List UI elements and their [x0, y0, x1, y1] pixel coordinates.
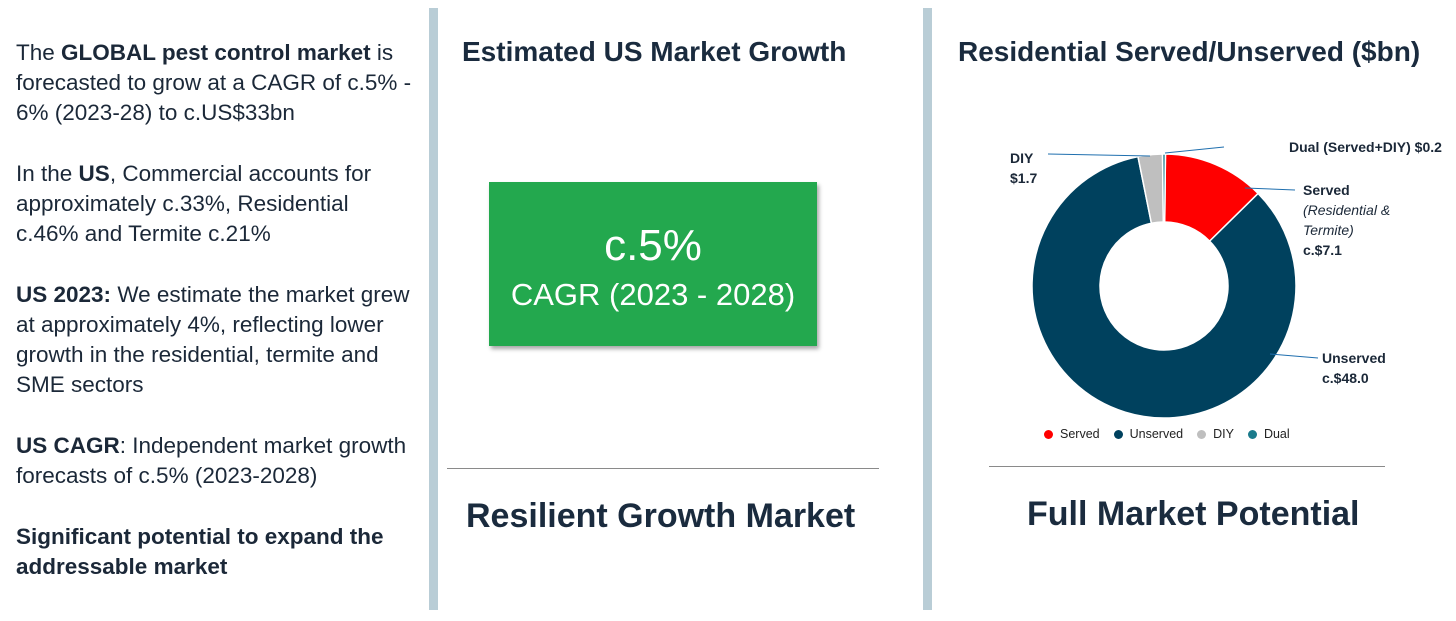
leader-line-served	[1244, 187, 1296, 191]
cagr-label: CAGR (2023 - 2028)	[510, 277, 796, 312]
donut-chart	[1031, 146, 1319, 419]
bold-potential: Significant potential to expand the addr…	[16, 524, 384, 579]
bold-us-2023: US 2023:	[16, 282, 112, 307]
paragraph-potential: Significant potential to expand the addr…	[16, 522, 416, 582]
chart-title: Residential Served/Unserved ($bn)	[958, 36, 1421, 67]
legend-label: Dual	[1263, 427, 1290, 441]
callout-unserved: Unserved c.$48.0	[1322, 350, 1386, 386]
legend-label: DIY	[1213, 427, 1234, 441]
legend-item-dual: Dual	[1247, 427, 1290, 441]
paragraph-global: The GLOBAL pest control market is foreca…	[16, 40, 412, 125]
legend-swatch	[1197, 429, 1207, 439]
chart-footer: Full Market Potential	[1027, 495, 1360, 533]
paragraph-us-2023: US 2023: We estimate the market grew at …	[16, 282, 410, 397]
legend-item-served: Served	[1044, 427, 1100, 441]
legend-swatch	[1247, 429, 1257, 439]
summary-text: The GLOBAL pest control market is foreca…	[16, 38, 416, 613]
callout-diy: DIY $1.7	[1010, 150, 1038, 186]
column-divider	[429, 8, 438, 610]
legend-label: Served	[1060, 427, 1100, 441]
paragraph-us-cagr: US CAGR: Independent market growth forec…	[16, 433, 407, 488]
leader-line-diy	[1047, 153, 1151, 157]
legend-swatch	[1113, 429, 1123, 439]
cagr-value: c.5%	[604, 221, 702, 270]
donut-slice-dual	[1161, 153, 1167, 223]
divider-rule	[447, 468, 879, 469]
bold-us-cagr: US CAGR	[16, 433, 120, 458]
leader-line-dual	[1164, 146, 1225, 154]
growth-heading: Estimated US Market Growth	[462, 36, 847, 67]
legend-item-unserved: Unserved	[1113, 427, 1184, 441]
cagr-box: c.5% CAGR (2023 - 2028)	[489, 182, 817, 346]
callout-dual: Dual (Served+DIY) $0.2	[1289, 139, 1442, 155]
legend-label: Unserved	[1129, 427, 1184, 441]
bold-us: US	[78, 161, 110, 186]
divider-rule	[989, 466, 1385, 467]
legend-swatch	[1044, 429, 1053, 439]
column-divider	[923, 8, 932, 610]
leader-line-unserved	[1269, 353, 1319, 359]
bold-global: GLOBAL pest control market	[61, 40, 371, 65]
paragraph-us-split: In the US, Commercial accounts for appro…	[16, 161, 372, 246]
chart-legend: Served Unserved DIY Dual	[1044, 427, 1304, 441]
callout-served: Served (Residential & Termite) c.$7.1	[1303, 182, 1391, 258]
donut-slice-unserved	[1031, 155, 1297, 419]
growth-footer: Resilient Growth Market	[466, 497, 856, 535]
legend-item-diy: DIY	[1197, 427, 1234, 441]
